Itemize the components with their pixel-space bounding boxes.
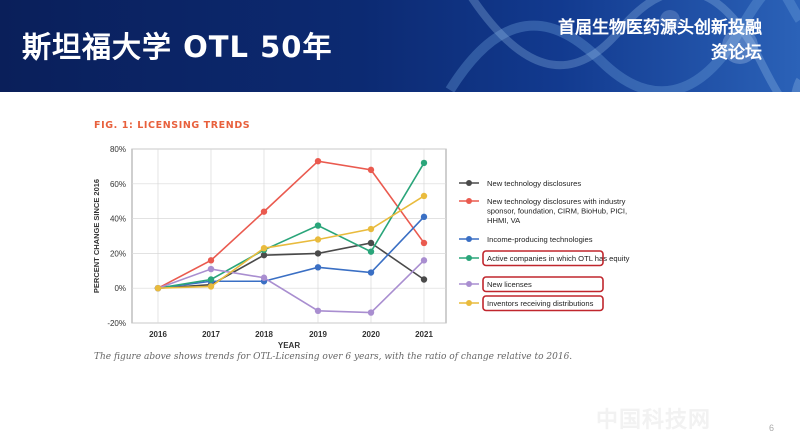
data-point-4-1 [207,265,215,273]
data-point-5-0 [154,285,162,292]
data-point-5-3 [314,236,322,243]
x-tick-label: 2018 [255,330,273,339]
legend-label-1: New technology disclosures with industry… [487,197,627,225]
data-point-0-4 [367,239,375,247]
data-point-5-1 [207,283,215,290]
x-tick-label: 2017 [202,330,220,339]
data-point-4-5 [420,257,428,264]
data-point-0-2 [260,251,268,259]
legend-label-3: Active companies in which OTL has equity [487,254,630,263]
series-line-1 [157,160,425,289]
data-point-5-2 [260,244,268,252]
series-line-3 [157,162,425,289]
legend-swatch-dot-3 [466,255,472,261]
x-tick-label: 2020 [362,330,380,339]
data-point-4-3 [314,307,322,315]
series-line-0 [157,242,425,289]
data-point-0-5 [420,276,428,283]
legend-highlight-box-4 [482,276,604,293]
series-line-5 [157,195,425,289]
legend-label-4: New licenses [487,280,532,289]
data-point-2-3 [314,264,322,271]
series-line-4 [157,259,425,314]
legend-swatch-dot-5 [466,300,472,306]
data-point-1-2 [260,208,268,215]
y-tick-label: 60% [110,180,126,189]
dna-helix-decoration [445,0,800,92]
y-tick-label: 0% [114,284,126,293]
legend-swatch-dot-2 [466,236,472,242]
data-point-3-5 [420,159,428,167]
series-line-2 [157,216,425,289]
legend-swatch-dot-1 [466,198,472,204]
data-point-1-5 [420,239,428,247]
data-point-4-2 [260,274,268,281]
legend-highlight-box-3 [482,250,604,267]
y-tick-label: 40% [110,215,126,224]
slide-title: 斯坦福大学 OTL 50年 [22,30,333,64]
data-point-3-3 [314,222,322,229]
data-point-3-1 [207,276,215,283]
data-point-2-5 [420,213,428,221]
x-tick-label: 2016 [149,330,167,339]
data-point-4-4 [367,309,375,316]
data-point-1-4 [367,166,375,174]
data-point-0-3 [314,250,322,257]
data-point-2-4 [367,269,375,276]
y-tick-label: 80% [110,145,126,154]
legend-label-2: Income-producing technologies [487,235,593,244]
legend-swatch-dot-0 [466,180,472,186]
header-banner: 斯坦福大学 OTL 50年 首届生物医药源头创新投融资论坛 [0,0,800,92]
legend-highlight-box-5 [482,295,604,312]
data-point-3-4 [367,248,375,255]
data-point-5-4 [367,225,375,233]
y-tick-label: 20% [110,249,126,258]
figure-caption: The figure above shows trends for OTL-Li… [94,352,573,362]
y-tick-label: -20% [107,319,126,328]
legend-label-0: New technology disclosures [487,179,581,188]
x-axis-label: YEAR [278,341,300,350]
x-tick-label: 2019 [309,330,327,339]
legend-label-5: Inventors receiving distributions [487,299,594,308]
plot-area [131,148,447,324]
figure-heading: FIG. 1: LICENSING TRENDS [94,120,251,131]
data-point-1-3 [314,157,322,165]
x-tick-label: 2021 [415,330,433,339]
watermark-logo: 中国科技网 [596,408,712,433]
data-point-5-5 [420,192,428,200]
data-point-1-1 [207,257,215,264]
legend-swatch-dot-4 [466,281,472,287]
page-number: 6 [769,423,775,433]
forum-title: 首届生物医药源头创新投融资论坛 [558,18,762,63]
y-axis-label: PERCENT CHANGE SINCE 2016 [92,179,101,293]
